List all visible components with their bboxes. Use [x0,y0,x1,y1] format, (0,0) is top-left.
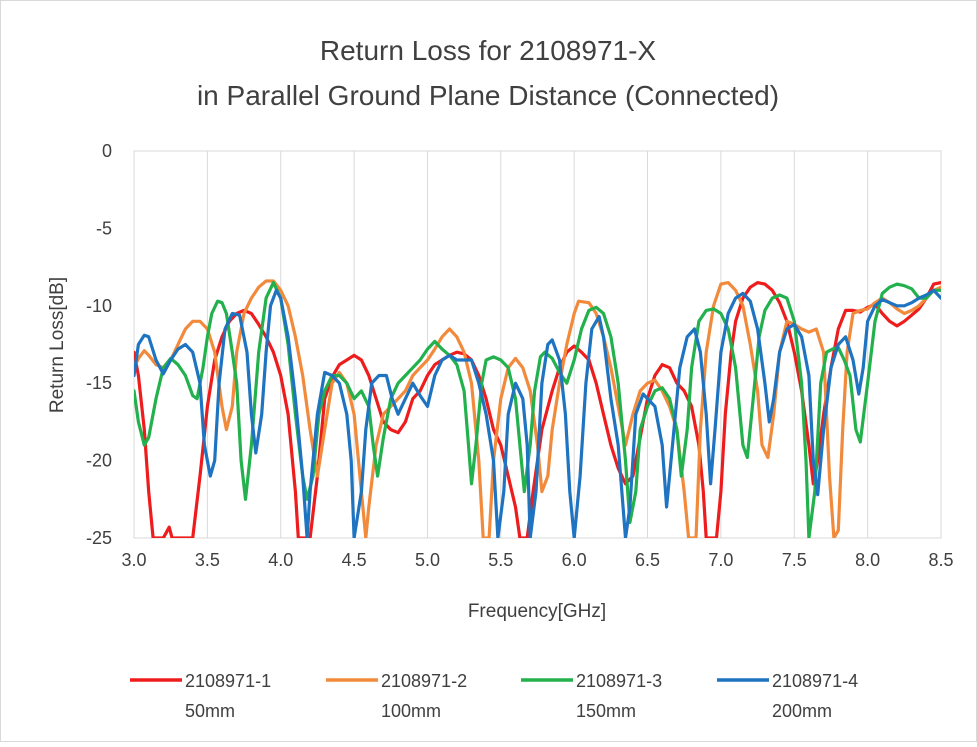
y-tick-label: -5 [96,218,112,238]
x-tick-label: 8.0 [855,550,880,570]
legend-entry-2: 2108971-2 100mm [326,671,467,721]
x-tick-label: 3.5 [195,550,220,570]
plot-area [133,150,942,539]
x-tick-label: 4.5 [342,550,367,570]
series-layer [134,279,941,538]
x-tick-label: 5.0 [415,550,440,570]
x-tick-label: 8.5 [928,550,953,570]
chart-title-line-2: in Parallel Ground Plane Distance (Conne… [197,80,779,111]
legend-series-distance: 50mm [185,701,235,721]
legend: 2108971-1 50mm 2108971-2 100mm 2108971-3 150m… [130,671,858,721]
y-tick-label: -15 [86,373,112,393]
x-tick-label: 6.5 [635,550,660,570]
y-axis-ticks: 0 -5 -10 -15 -20 -25 [86,141,112,548]
legend-series-distance: 200mm [772,701,832,721]
x-tick-label: 3.0 [121,550,146,570]
legend-series-distance: 100mm [381,701,441,721]
x-axis-ticks: 3.0 3.5 4.0 4.5 5.0 5.5 6.0 6.5 7.0 7.5 8.0 8.5 [121,550,953,570]
legend-series-name: 2108971-4 [772,671,858,691]
legend-series-name: 2108971-3 [576,671,662,691]
legend-entry-4: 2108971-4 200mm [717,671,858,721]
legend-series-name: 2108971-1 [185,671,271,691]
y-tick-label: 0 [102,141,112,161]
y-tick-label: -10 [86,296,112,316]
x-axis-label: Frequency[GHz] [468,601,606,622]
chart-title-line-1: Return Loss for 2108971-X [320,35,657,66]
x-tick-label: 5.5 [488,550,513,570]
legend-entry-3: 2108971-3 150mm [521,671,662,721]
plot-border [133,150,942,539]
x-tick-label: 4.0 [268,550,293,570]
series-line-2 [134,279,941,538]
y-axis-label: Return Loss[dB] [47,277,68,413]
x-tick-label: 6.0 [562,550,587,570]
x-tick-label: 7.5 [782,550,807,570]
series-line-4 [134,288,941,538]
y-tick-label: -20 [86,451,112,471]
series-line-1 [134,281,941,538]
x-tick-label: 7.0 [708,550,733,570]
y-tick-label: -25 [86,528,112,548]
legend-series-distance: 150mm [576,701,636,721]
legend-series-name: 2108971-2 [381,671,467,691]
legend-entry-1: 2108971-1 50mm [130,671,271,721]
